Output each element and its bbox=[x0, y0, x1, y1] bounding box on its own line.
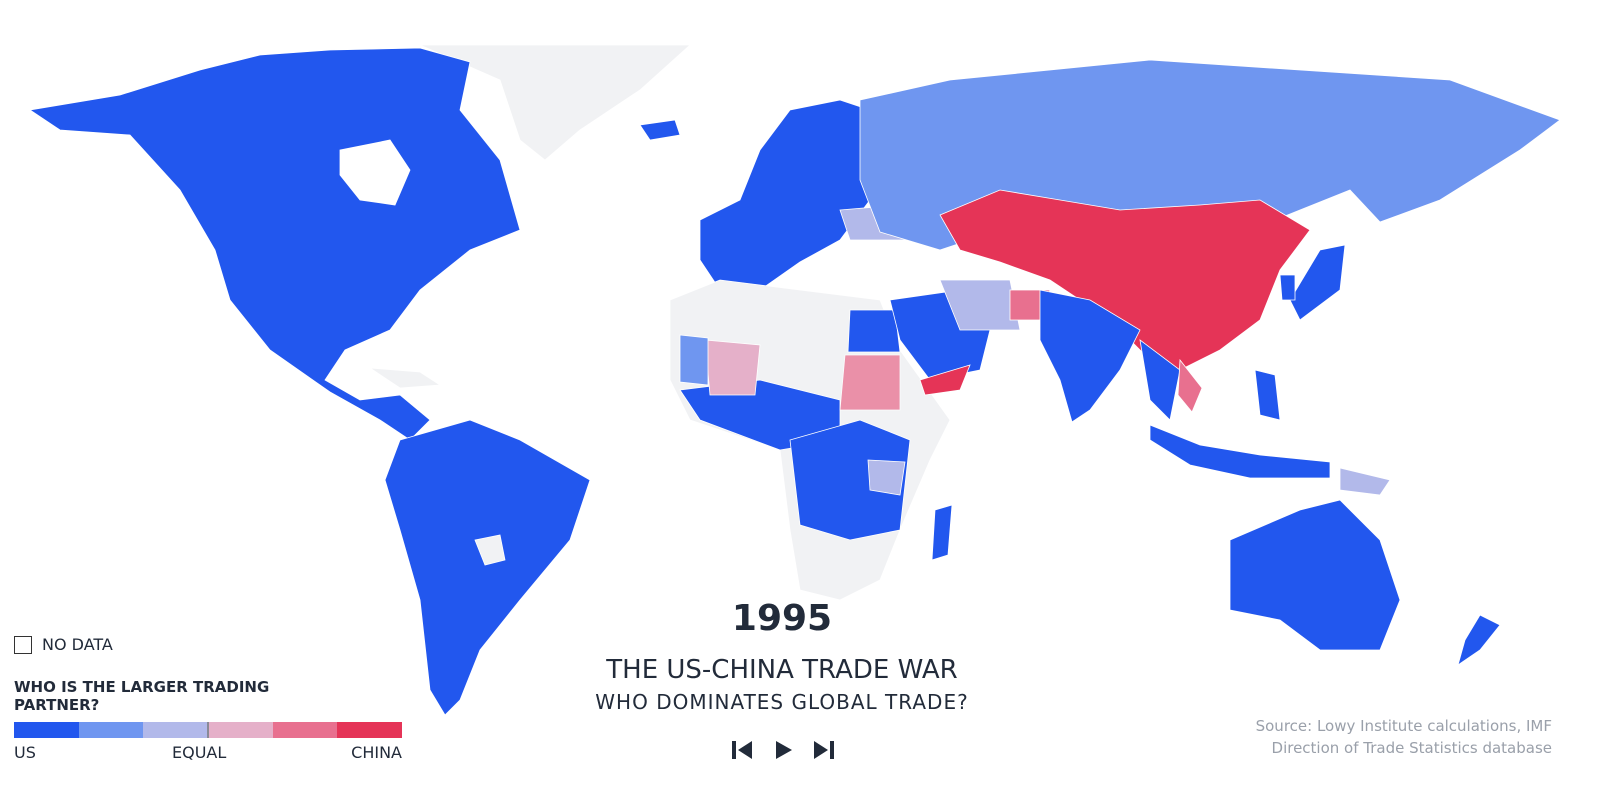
vietnam bbox=[1177, 358, 1203, 413]
europe bbox=[699, 99, 871, 291]
no-data-label: NO DATA bbox=[42, 635, 113, 654]
legend-swatch bbox=[208, 722, 273, 738]
play-button[interactable] bbox=[770, 737, 798, 763]
madagascar bbox=[931, 504, 953, 561]
rewind-icon bbox=[732, 741, 752, 759]
tanzania bbox=[867, 459, 906, 496]
papua-new-guinea bbox=[1339, 467, 1391, 496]
korea bbox=[1279, 274, 1296, 301]
legend-scale bbox=[14, 722, 403, 738]
sudan bbox=[839, 354, 901, 411]
hudson-bay bbox=[339, 139, 411, 206]
iceland bbox=[639, 119, 681, 141]
india bbox=[1039, 289, 1141, 423]
philippines bbox=[1254, 369, 1281, 421]
legend-swatch bbox=[14, 722, 79, 738]
title: THE US-CHINA TRADE WAR bbox=[606, 655, 958, 685]
caribbean bbox=[368, 367, 442, 389]
north-america bbox=[28, 47, 521, 441]
egypt bbox=[847, 309, 901, 353]
paraguay bbox=[474, 534, 506, 566]
forward-icon bbox=[814, 741, 834, 759]
legend-label: EQUAL bbox=[172, 743, 227, 762]
central-africa bbox=[789, 419, 911, 541]
yemen bbox=[919, 364, 971, 396]
legend-label: CHINA bbox=[351, 743, 402, 762]
year: 1995 bbox=[731, 598, 833, 639]
rewind-button[interactable] bbox=[728, 737, 756, 763]
no-data-swatch bbox=[14, 636, 32, 654]
equal-marker bbox=[207, 722, 209, 738]
iran bbox=[939, 279, 1021, 331]
south-america bbox=[384, 419, 591, 716]
new-zealand bbox=[1457, 614, 1501, 666]
legend-swatch bbox=[272, 722, 338, 738]
australia bbox=[1229, 499, 1401, 651]
source: Source: Lowy Institute calculations, IMF bbox=[1255, 717, 1552, 735]
subtitle: WHO DOMINATES GLOBAL TRADE? bbox=[595, 690, 969, 714]
legend-swatch bbox=[337, 722, 403, 738]
indonesia bbox=[1149, 424, 1331, 479]
legend-swatch bbox=[143, 722, 209, 738]
legend-swatch bbox=[78, 722, 144, 738]
mali bbox=[704, 339, 761, 396]
china-kazakhstan bbox=[939, 189, 1311, 371]
play-icon bbox=[776, 741, 792, 759]
legend-heading: WHO IS THE LARGER TRADING PARTNER? bbox=[14, 678, 270, 714]
japan bbox=[1289, 244, 1346, 321]
forward-button[interactable] bbox=[810, 737, 838, 763]
source: Direction of Trade Statistics database bbox=[1271, 739, 1552, 757]
mauritania bbox=[679, 334, 709, 386]
greenland bbox=[419, 44, 692, 161]
legend-label: US bbox=[14, 743, 36, 762]
thailand bbox=[1139, 339, 1181, 421]
